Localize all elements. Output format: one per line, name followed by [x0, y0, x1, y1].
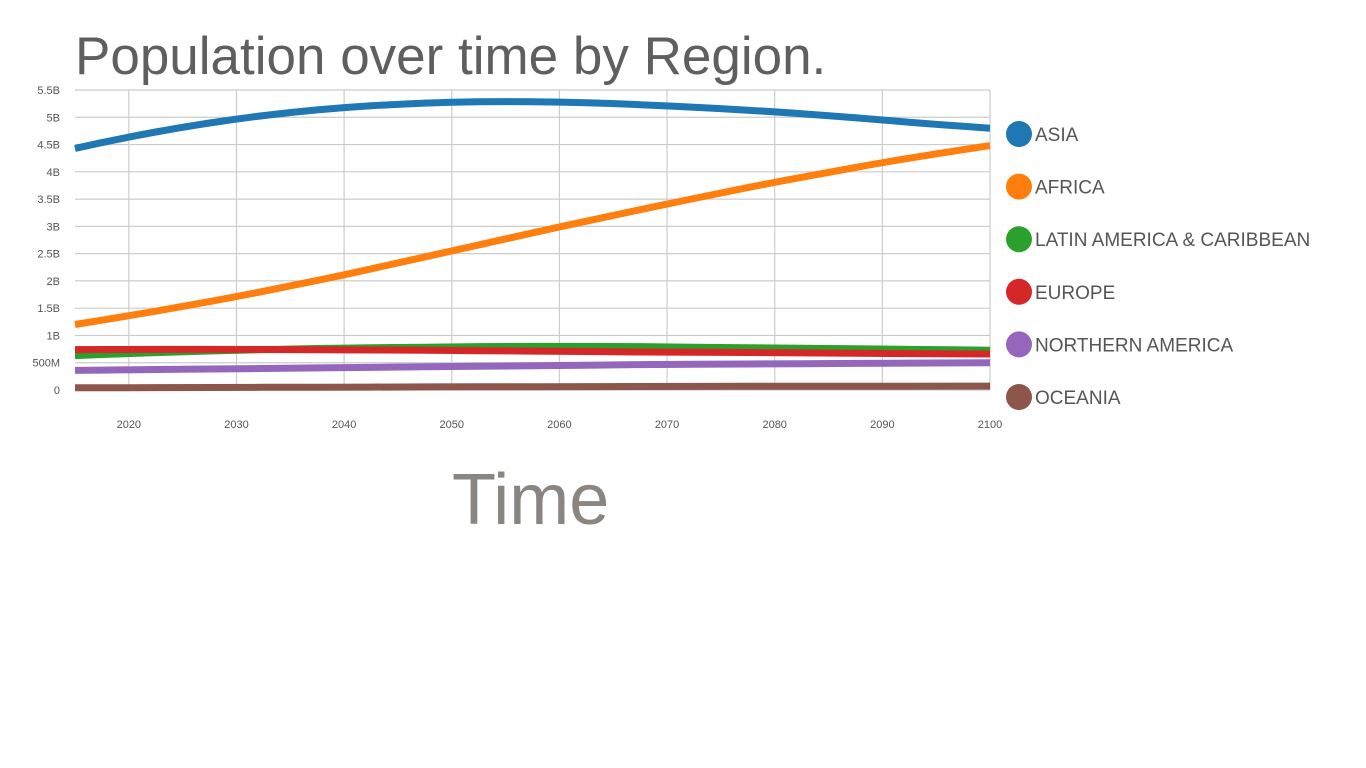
legend-marker-northern-america [1006, 331, 1032, 358]
x-tick-label: 2020 [117, 419, 141, 431]
legend-label-africa: AFRICA [1035, 178, 1105, 199]
x-tick-label: 2070 [655, 419, 679, 431]
series-line-europe [74, 345, 991, 358]
y-tick-label: 1.5B [37, 303, 60, 315]
legend-label-oceania: OCEANIA [1035, 388, 1121, 409]
x-axis-label: Time [452, 460, 610, 540]
y-tick-label: 5B [47, 112, 60, 124]
y-tick-label: 1B [47, 330, 60, 342]
legend: ASIA AFRICA LATIN AMERICA & CARIBBEAN EUROP… [1006, 121, 1310, 410]
y-tick-label: 4.5B [37, 140, 60, 152]
legend-label-europe: EUROPE [1035, 283, 1115, 304]
legend-label-asia: ASIA [1035, 125, 1079, 146]
y-tick-label: 2B [47, 276, 60, 288]
x-tick-label: 2030 [224, 419, 248, 431]
legend-marker-africa [1006, 173, 1032, 200]
y-tick-label: 4B [47, 167, 60, 179]
legend-marker-oceania [1006, 384, 1032, 410]
y-tick-label: 5.5B [37, 85, 60, 97]
legend-marker-europe [1006, 278, 1032, 305]
x-tick-label: 2100 [978, 419, 1002, 431]
y-axis-ticks: 0 500M 1B 1.5B 2B 2.5B 3B 3.5B 4B 4.5B 5B 5.5B [32, 85, 60, 397]
x-tick-label: 2080 [762, 419, 786, 431]
y-tick-label: 3B [47, 221, 60, 233]
x-tick-label: 2050 [440, 419, 464, 431]
y-tick-label: 3.5B [37, 194, 60, 206]
legend-marker-asia [1006, 121, 1032, 147]
x-tick-label: 2090 [870, 419, 894, 431]
series-line-oceania [74, 382, 990, 392]
legend-label-latin-america-caribbean: LATIN AMERICA & CARIBBEAN [1035, 230, 1310, 251]
series-lines [74, 98, 991, 392]
y-tick-label: 500M [32, 358, 60, 370]
y-tick-label: 2.5B [37, 249, 60, 261]
series-line-northern-america [74, 359, 991, 374]
legend-marker-latin-america-caribbean [1006, 226, 1032, 253]
x-tick-label: 2040 [332, 419, 356, 431]
series-line-asia [74, 98, 991, 152]
x-tick-label: 2060 [547, 419, 571, 431]
chart-title: Population over time by Region. [75, 27, 827, 86]
legend-label-northern-america: NORTHERN AMERICA [1035, 335, 1233, 356]
y-tick-label: 0 [54, 385, 60, 397]
x-axis-ticks: 2020 2030 2040 2050 2060 2070 2080 2090 2100 [117, 419, 1003, 431]
series-line-africa [74, 142, 991, 328]
